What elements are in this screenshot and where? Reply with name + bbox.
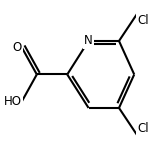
- Text: Cl: Cl: [137, 122, 149, 135]
- Text: Cl: Cl: [137, 14, 149, 27]
- Text: O: O: [12, 41, 22, 54]
- Text: N: N: [84, 34, 93, 47]
- Text: HO: HO: [4, 95, 22, 108]
